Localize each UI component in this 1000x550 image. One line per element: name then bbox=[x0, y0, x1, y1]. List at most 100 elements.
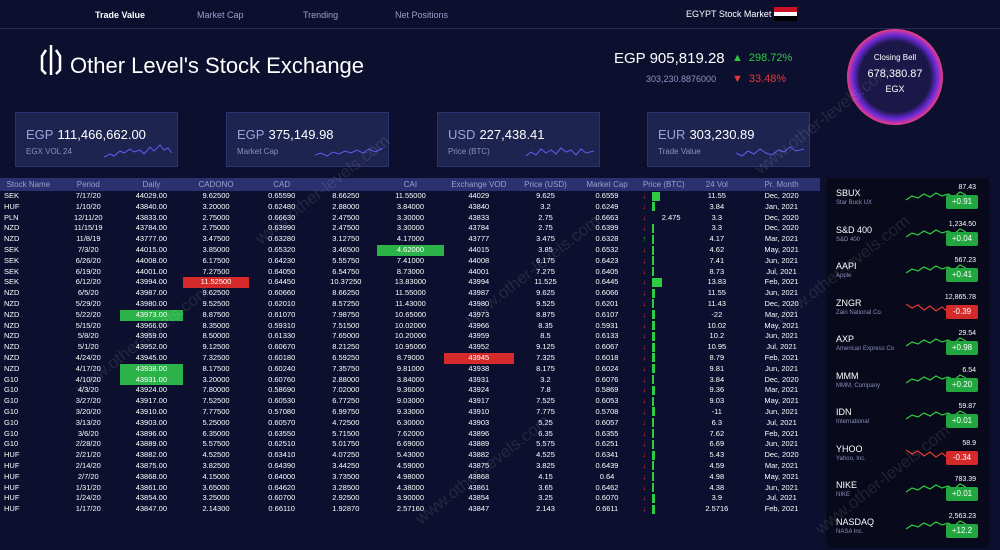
table-row[interactable]: G10 3/6/20 43896.00 6.35000 0.63550 5.71500 7.… bbox=[0, 429, 820, 440]
ticker-item[interactable]: AAPI Apple 567.23 +0.41 bbox=[826, 255, 990, 292]
column-header[interactable]: CAI bbox=[377, 178, 444, 191]
cell: 0.6355 bbox=[595, 428, 619, 438]
ticker-item[interactable]: YHOO Yahoo, Inc. 58.9 -0.34 bbox=[826, 438, 990, 475]
volume-bar bbox=[651, 483, 654, 493]
table-row[interactable]: HUF 2/7/20 43868.00 4.15000 0.64000 3.73500 4.… bbox=[0, 472, 820, 483]
table-row[interactable]: SEK 6/19/20 44001.00 7.27500 0.64050 6.54750 8… bbox=[0, 267, 820, 278]
down-arrow-icon: ↓ bbox=[642, 191, 647, 200]
ticker-company: Apple bbox=[836, 273, 852, 279]
ticker-item[interactable]: SBUX Star Buck UX 87.43 +0.91 bbox=[826, 182, 990, 219]
index-sub-change: ▼ 33.48% bbox=[732, 73, 787, 85]
column-header[interactable]: Price (USD) bbox=[513, 178, 578, 191]
metric-card-price-btc[interactable]: USD 227,438.41 Price (BTC) bbox=[437, 112, 600, 167]
cell: 7.65000 bbox=[332, 331, 360, 341]
column-header[interactable]: Price (BTC) bbox=[636, 178, 691, 191]
cell: 0.6405 bbox=[595, 266, 619, 276]
table-row[interactable]: NZD 11/15/19 43784.00 2.75000 0.63990 2.47500… bbox=[0, 223, 820, 234]
tab-market-cap[interactable]: Market Cap bbox=[197, 10, 244, 20]
table-row[interactable]: NZD 5/8/20 43959.00 8.50000 0.61330 7.65000 10… bbox=[0, 331, 820, 342]
column-header[interactable]: Daily bbox=[119, 178, 183, 191]
cell: 9.03 bbox=[709, 396, 725, 406]
ticker-item[interactable]: IDN International 59.87 +0.01 bbox=[826, 401, 990, 438]
table-row[interactable]: HUF 1/10/20 43840.00 3.20000 0.62480 2.88000 3… bbox=[0, 202, 820, 213]
volume-bar bbox=[651, 418, 654, 428]
table-row[interactable]: G10 3/27/20 43917.00 7.52500 0.60530 6.77250 9… bbox=[0, 396, 820, 407]
egypt-flag-icon[interactable] bbox=[774, 7, 797, 22]
cell: 0.60530 bbox=[268, 396, 296, 406]
table-row[interactable]: PLN 12/11/20 43833.00 2.75000 0.66630 2.47500… bbox=[0, 213, 820, 224]
metric-card-market-cap[interactable]: EGP 375,149.98 Market Cap bbox=[226, 112, 389, 167]
cell: Jul, 2021 bbox=[766, 266, 797, 276]
cell: 10.20000 bbox=[394, 331, 427, 341]
table-row[interactable]: SEK 7/3/20 44015.00 3.85000 0.65320 3.46500 4.… bbox=[0, 244, 820, 256]
cell: 0.60760 bbox=[268, 374, 296, 384]
ticker-item[interactable]: AXP American Express Co 29.54 +0.98 bbox=[826, 328, 990, 365]
cell: 11.43000 bbox=[395, 298, 426, 308]
tab-trade-value[interactable]: Trade Value bbox=[95, 10, 146, 20]
metric-card-egx-vol[interactable]: EGP 111,466,662.00 EGX VOL 24 bbox=[15, 112, 178, 167]
ticker-item[interactable]: NASDAQ NASA Inc. 2,563.23 +12.2 bbox=[826, 511, 990, 548]
table-row[interactable]: G10 3/13/20 43903.00 5.25000 0.60570 4.72500 6… bbox=[0, 418, 820, 429]
column-header[interactable]: Pr. Month bbox=[743, 178, 820, 191]
cell bbox=[651, 277, 691, 288]
table-row[interactable]: NZD 4/24/20 43945.00 7.32500 0.60180 6.59250 8… bbox=[0, 352, 820, 364]
table-row[interactable]: HUF 2/21/20 43882.00 4.52500 0.63410 4.07250 5… bbox=[0, 450, 820, 461]
ticker-item[interactable]: NIKE NIKE 783.39 +0.01 bbox=[826, 474, 990, 511]
volume-bar bbox=[651, 364, 655, 374]
metric-card-trade-value[interactable]: EUR 303,230.89 Trade Value bbox=[647, 112, 810, 167]
table-row[interactable]: HUF 1/17/20 43847.00 2.14300 0.66110 1.92870 2… bbox=[0, 504, 820, 515]
ticker-price: 6.54 bbox=[962, 366, 976, 374]
cell: 44029 bbox=[468, 191, 490, 200]
cell: 3.65000 bbox=[202, 482, 230, 492]
ticker-item[interactable]: S&D 400 S&D 400 1,234.50 +0.04 bbox=[826, 219, 990, 256]
cell: 0.6249 bbox=[595, 201, 619, 211]
table-row[interactable]: NZD 6/5/20 43987.00 9.62500 0.60660 8.66250 11… bbox=[0, 288, 820, 299]
ticker-symbol: MMM bbox=[836, 370, 859, 381]
cell: 7.62000 bbox=[396, 428, 425, 438]
table-row[interactable]: G10 4/10/20 43931.00 3.20000 0.60760 2.88000 3… bbox=[0, 374, 820, 386]
table-row[interactable]: NZD 11/8/19 43777.00 3.47500 0.63280 3.12750 4… bbox=[0, 234, 820, 245]
ticker-symbol: SBUX bbox=[836, 188, 861, 198]
cell: 11/15/19 bbox=[73, 223, 103, 233]
table-row[interactable]: SEK 6/26/20 44008.00 6.17500 0.64230 5.55750 7… bbox=[0, 256, 820, 267]
cell: 6.175 bbox=[536, 255, 555, 265]
ticker-item[interactable]: MMM MMM, Company 6.54 +0.20 bbox=[826, 365, 990, 402]
cell: 11.43 bbox=[707, 298, 726, 308]
column-header[interactable]: Exchange VOD bbox=[443, 178, 514, 191]
table-row[interactable]: G10 2/28/20 43889.00 5.57500 0.62510 5.01750 6… bbox=[0, 439, 820, 450]
sparkline-icon bbox=[736, 146, 804, 157]
cell: 43952.00 bbox=[135, 342, 167, 352]
cell: 3/27/20 bbox=[75, 396, 101, 406]
cell: 0.6532 bbox=[595, 244, 619, 254]
cell: 7.77500 bbox=[202, 406, 230, 416]
table-row[interactable]: NZD 5/29/20 43980.00 9.52500 0.62010 8.57250 1… bbox=[0, 299, 820, 310]
cell: Jun, 2021 bbox=[765, 331, 799, 341]
table-row[interactable]: NZD 5/22/20 43973.00 8.87500 0.61070 7.98750 1… bbox=[0, 309, 820, 321]
tab-net-positions[interactable]: Net Positions bbox=[395, 10, 449, 20]
ticker-price: 2,563.23 bbox=[948, 512, 976, 520]
table-row[interactable]: G10 4/3/20 43924.00 7.80000 0.58690 7.02000 9.… bbox=[0, 385, 820, 396]
cell: 3.85 bbox=[538, 244, 553, 254]
table-row[interactable]: HUF 1/24/20 43854.00 3.25000 0.60700 2.92500 3… bbox=[0, 493, 820, 504]
column-header[interactable]: CAD bbox=[249, 178, 315, 191]
table-row[interactable]: HUF 1/31/20 43861.00 3.65000 0.64620 3.28500 4… bbox=[0, 483, 820, 494]
column-header[interactable]: 24 Vol bbox=[690, 178, 744, 191]
cell bbox=[651, 342, 691, 353]
table-row[interactable]: NZD 5/1/20 43952.00 9.12500 0.60670 8.21250 10… bbox=[0, 342, 820, 353]
table-row[interactable]: NZD 4/17/20 43938.00 8.17500 0.60240 7.35750 9… bbox=[0, 363, 820, 375]
cell: Feb, 2021 bbox=[764, 428, 799, 438]
tab-trending[interactable]: Trending bbox=[303, 10, 339, 20]
table-row[interactable]: SEK 7/17/20 44029.00 9.62500 0.65590 8.66250 1… bbox=[0, 191, 820, 202]
column-header[interactable]: CADONO bbox=[182, 178, 250, 191]
table-row[interactable]: G10 3/20/20 43910.00 7.77500 0.57080 6.99750 9… bbox=[0, 407, 820, 418]
column-header[interactable] bbox=[314, 178, 378, 191]
ticker-symbol: AXP bbox=[836, 334, 855, 344]
column-header[interactable]: Period bbox=[56, 178, 120, 191]
ticker-item[interactable]: ZNGR Zain National Co. 12,865.78 -0.39 bbox=[826, 292, 990, 329]
table-row[interactable]: HUF 2/14/20 43875.00 3.82500 0.64390 3.44250 4… bbox=[0, 461, 820, 472]
table-row[interactable]: NZD 5/15/20 43966.00 8.35000 0.59310 7.51500 1… bbox=[0, 321, 820, 332]
table-row[interactable]: SEK 6/12/20 43994.00 11.52500 0.64450 10.3725… bbox=[0, 277, 820, 289]
cell: 3.82500 bbox=[202, 460, 230, 470]
column-header[interactable]: Market Cap bbox=[577, 178, 637, 191]
column-header[interactable]: Stock Name bbox=[0, 178, 57, 191]
